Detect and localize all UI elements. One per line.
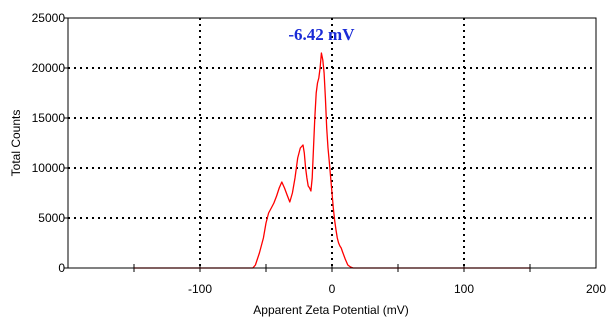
series-layer [134,52,530,269]
grid-lines [68,18,596,268]
x-axis-label: Apparent Zeta Potential (mV) [253,303,408,317]
y-tick-label: 25000 [32,11,66,25]
y-tick-label: 15000 [32,111,66,125]
y-tick-label: 0 [58,261,65,275]
y-tick-label: 10000 [32,161,66,175]
series-line [134,52,530,269]
y-axis-label: Total Counts [9,110,23,177]
y-tick-label: 5000 [38,211,65,225]
x-tick-label: 0 [329,282,336,296]
x-tick-label: 200 [586,282,606,296]
y-tick-label: 20000 [32,61,66,75]
x-tick-label: -100 [188,282,212,296]
axis-ticks [64,17,531,272]
x-tick-labels: -100 0 100 200 [188,282,606,296]
peak-annotation: -6.42 mV [288,25,355,44]
plot-frame [67,17,597,269]
y-tick-labels: 0 5000 10000 15000 20000 25000 [32,11,66,275]
x-tick-label: 100 [454,282,474,296]
